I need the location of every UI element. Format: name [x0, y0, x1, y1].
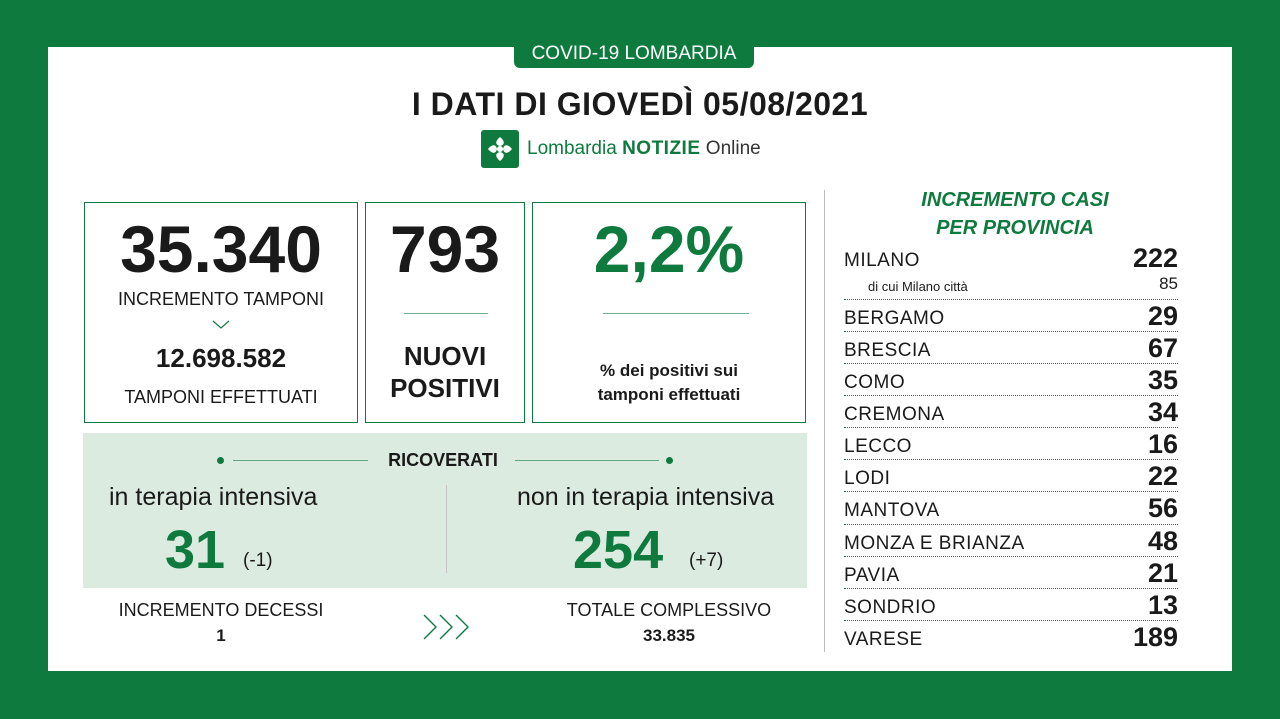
- tamponi-increment-label: INCREMENTO TAMPONI: [117, 289, 324, 309]
- ricoverati-panel: RICOVERATI in terapia intensiva 31 (-1) …: [83, 433, 807, 588]
- logo-text: Lombardia NOTIZIE Online: [527, 138, 761, 159]
- province-name: CREMONA: [844, 404, 945, 425]
- row-divider: [844, 524, 1178, 525]
- nti-delta: (+7): [689, 550, 724, 571]
- province-title: INCREMENTO CASI PER PROVINCIA: [921, 189, 1109, 239]
- dot-icon: [217, 457, 224, 464]
- province-row: BERGAMO 29: [844, 302, 1178, 330]
- milano-city-label: di cui Milano città: [868, 279, 968, 294]
- province-row: LECCO 16: [844, 430, 1178, 458]
- divider: [233, 460, 368, 461]
- percent-label-2: tamponi effettuati: [597, 385, 741, 404]
- ti-label: in terapia intensiva: [109, 483, 318, 511]
- nti-value: 254: [573, 520, 664, 580]
- province-name: SONDRIO: [844, 597, 937, 618]
- province-row: SONDRIO 13: [844, 591, 1178, 619]
- row-divider: [844, 459, 1178, 460]
- row-divider: [844, 299, 1178, 300]
- decessi-label: INCREMENTO DECESSI: [118, 600, 324, 620]
- province-value: 56: [1147, 493, 1178, 523]
- ti-value: 31: [165, 520, 226, 580]
- province-row: BRESCIA 67: [844, 334, 1178, 362]
- milano-city-row: di cui Milano città 85: [844, 274, 1178, 294]
- milano-city-value: 85: [1159, 274, 1178, 293]
- divider: [824, 190, 825, 652]
- positivi-box: 793 NUOVI POSITIVI: [365, 202, 525, 423]
- row-divider: [844, 588, 1178, 589]
- tamponi-total-label: TAMPONI EFFETTUATI: [124, 387, 318, 407]
- province-name: BERGAMO: [844, 308, 945, 329]
- row-divider: [844, 363, 1178, 364]
- row-divider: [844, 331, 1178, 332]
- dot-icon: [666, 457, 673, 464]
- header-tab: COVID-19 LOMBARDIA: [514, 40, 754, 68]
- province-name: COMO: [844, 372, 906, 393]
- row-divider: [844, 620, 1178, 621]
- nti-label: non in terapia intensiva: [517, 483, 775, 511]
- row-divider: [844, 556, 1178, 557]
- percent-box: 2,2% % dei positivi sui tamponi effettua…: [532, 202, 806, 423]
- divider: [446, 485, 447, 573]
- province-row: CREMONA 34: [844, 398, 1178, 426]
- totale-value: 33.835: [643, 626, 695, 645]
- totale-label: TOTALE COMPLESSIVO: [566, 600, 772, 620]
- row-divider: [844, 491, 1178, 492]
- province-value: 67: [1147, 333, 1178, 363]
- row-divider: [844, 395, 1178, 396]
- province-value: 21: [1147, 558, 1178, 588]
- province-row: VARESE 189: [844, 623, 1178, 651]
- decessi-value: 1: [216, 626, 226, 645]
- logo: Lombardia NOTIZIE Online: [481, 130, 761, 168]
- province-value: 29: [1147, 301, 1178, 331]
- positivi-value: 793: [389, 212, 501, 286]
- tamponi-increment: 35.340: [120, 212, 322, 286]
- province-value: 222: [1132, 243, 1178, 273]
- divider: [515, 460, 659, 461]
- province-name: LODI: [844, 468, 891, 489]
- province-name: LECCO: [844, 436, 912, 457]
- province-name: MONZA E BRIANZA: [844, 533, 1025, 554]
- province-value: 35: [1147, 365, 1178, 395]
- percent-value: 2,2%: [593, 212, 745, 286]
- province-value: 22: [1147, 461, 1178, 491]
- ti-delta: (-1): [243, 550, 273, 571]
- province-row: MANTOVA 56: [844, 494, 1178, 522]
- lombardia-rose-icon: [481, 130, 519, 168]
- province-value: 34: [1147, 397, 1178, 427]
- province-name: MANTOVA: [844, 500, 940, 521]
- row-divider: [844, 427, 1178, 428]
- divider: [603, 313, 749, 314]
- province-name: BRESCIA: [844, 340, 931, 361]
- province-value: 189: [1132, 622, 1178, 652]
- chevrons-right-icon: [420, 612, 476, 647]
- positivi-label-1: NUOVI: [403, 341, 487, 371]
- divider: [404, 313, 488, 314]
- province-row: LODI 22: [844, 462, 1178, 490]
- tamponi-box: 35.340 INCREMENTO TAMPONI 12.698.582 TAM…: [84, 202, 358, 423]
- province-name: MILANO: [844, 250, 920, 271]
- ricoverati-title: RICOVERATI: [388, 450, 498, 470]
- province-value: 13: [1147, 590, 1178, 620]
- province-value: 48: [1147, 526, 1178, 556]
- province-row: MONZA E BRIANZA 48: [844, 527, 1178, 555]
- province-name: VARESE: [844, 629, 923, 650]
- province-row: MILANO 222: [844, 244, 1178, 272]
- positivi-label-2: POSITIVI: [390, 373, 500, 403]
- percent-label-1: % dei positivi sui: [600, 361, 738, 380]
- province-row: COMO 35: [844, 366, 1178, 394]
- chevron-down-icon: [85, 317, 357, 335]
- province-value: 16: [1147, 429, 1178, 459]
- page-title: I DATI DI GIOVEDÌ 05/08/2021: [411, 86, 869, 122]
- province-row: PAVIA 21: [844, 559, 1178, 587]
- province-name: PAVIA: [844, 565, 900, 586]
- tamponi-total: 12.698.582: [155, 343, 287, 373]
